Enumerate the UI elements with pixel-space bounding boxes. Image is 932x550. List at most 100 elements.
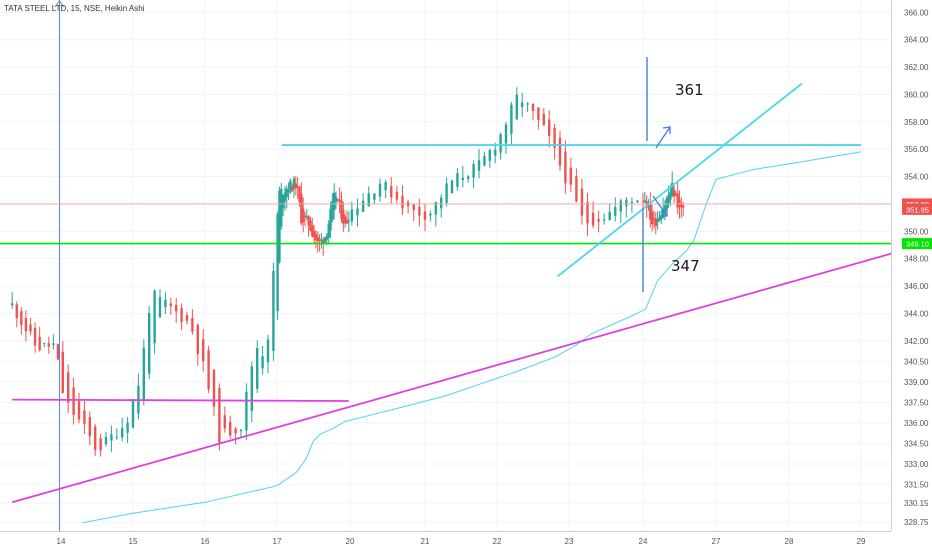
candle — [305, 209, 309, 220]
candle — [47, 336, 50, 354]
candles-layer — [11, 87, 685, 457]
candle — [423, 203, 427, 232]
candle — [331, 193, 334, 223]
price-tick-label: 358.00 — [904, 118, 929, 127]
up-arrow-head-icon — [662, 126, 671, 134]
candle — [281, 194, 285, 217]
candle — [207, 345, 210, 394]
candle — [126, 416, 129, 443]
price-tick-label: 334.50 — [904, 439, 929, 448]
candle — [283, 186, 287, 211]
candle — [669, 185, 672, 206]
candle — [291, 183, 294, 192]
candle — [395, 185, 399, 204]
up-arrow-icon — [655, 126, 671, 149]
candle — [654, 212, 657, 235]
price-tick-label: 342.00 — [904, 337, 929, 346]
long-uptrend-line[interactable] — [11, 249, 903, 504]
candle — [548, 110, 551, 148]
candle — [340, 191, 343, 223]
candle — [320, 233, 323, 249]
candle — [11, 292, 14, 309]
candle — [681, 202, 685, 217]
support-line-left[interactable] — [12, 398, 349, 402]
candle — [309, 216, 312, 232]
candle — [440, 194, 443, 218]
candle — [38, 326, 41, 352]
price-badge-last-close — [902, 203, 932, 215]
candle — [494, 142, 497, 164]
candle — [202, 329, 205, 372]
time-tick-label: 27 — [712, 537, 721, 546]
candle — [467, 174, 470, 183]
candle — [276, 211, 279, 321]
candle — [671, 171, 674, 198]
down-arrow-head-icon — [660, 209, 668, 217]
time-tick-label: 14 — [57, 537, 66, 546]
candle — [104, 431, 108, 447]
plot-background — [0, 0, 891, 531]
candle — [597, 210, 600, 233]
candle — [67, 364, 70, 413]
candle — [94, 424, 97, 457]
time-tick-label: 22 — [493, 537, 502, 546]
candle — [434, 201, 437, 227]
moving-average-line — [82, 151, 862, 524]
candle — [131, 398, 135, 429]
price-tick-label: 350.00 — [904, 227, 929, 236]
chart-title: TATA STEEL LTD, 15, NSE, Heikin Ashi — [4, 4, 145, 13]
candle — [390, 176, 393, 204]
candle — [608, 203, 611, 221]
candle — [575, 168, 578, 203]
time-tick-label: 21 — [421, 537, 430, 546]
candle — [418, 198, 421, 227]
candle — [429, 210, 432, 222]
candle — [510, 101, 513, 145]
candle — [499, 132, 502, 160]
candle — [272, 262, 275, 361]
candle — [350, 201, 354, 226]
price-tick-label: 328.75 — [904, 518, 929, 527]
candle — [625, 197, 628, 218]
candle — [115, 428, 118, 440]
candle — [322, 236, 325, 256]
down-arrow-icon — [652, 195, 668, 217]
candle — [285, 185, 288, 209]
candle — [412, 204, 415, 222]
price-tick-label: 346.00 — [904, 282, 929, 291]
price-axis[interactable]: 328.75 330.15 331.50 333.00 334.50 336.00 337.… — [891, 0, 932, 550]
candle — [185, 311, 189, 325]
price-badge-label: 349.10 — [906, 240, 929, 249]
time-tick-label: 29 — [857, 537, 866, 546]
candle — [52, 334, 55, 350]
candle — [256, 340, 259, 393]
candle — [83, 400, 86, 434]
candle — [537, 106, 540, 130]
candle — [373, 193, 376, 204]
candle — [558, 130, 562, 171]
candle — [553, 123, 556, 160]
candle — [298, 186, 301, 207]
time-tick-label: 16 — [201, 537, 210, 546]
rising-support-line[interactable] — [556, 82, 803, 278]
candle — [245, 383, 248, 441]
candle — [24, 310, 28, 342]
candle — [148, 305, 151, 380]
price-tick-label: 336.00 — [904, 419, 929, 428]
price-tick-label: 337.50 — [904, 398, 929, 407]
candle — [591, 201, 595, 229]
target-lower-text: 347 — [671, 257, 700, 275]
candle — [261, 345, 264, 375]
candle — [229, 415, 232, 439]
candle — [88, 411, 91, 446]
candle — [401, 185, 404, 215]
time-axis[interactable]: 14 15 16 17 20 21 22 23 24 27 28 29 — [0, 531, 891, 550]
candle — [680, 197, 683, 218]
candle — [347, 211, 350, 233]
price-tick-label: 331.50 — [904, 480, 929, 489]
candle — [542, 108, 545, 126]
candle — [580, 178, 584, 225]
candle — [332, 183, 336, 220]
